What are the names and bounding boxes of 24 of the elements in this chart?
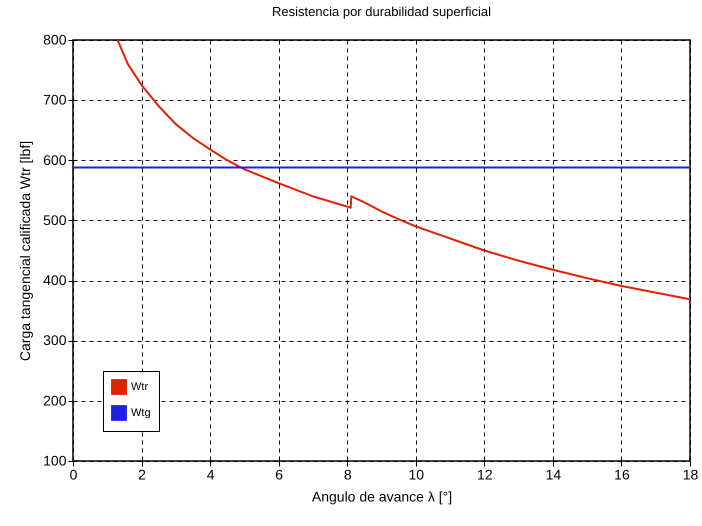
- y-tick-label: 400: [43, 272, 67, 288]
- x-tick-label: 14: [546, 466, 562, 482]
- chart-title: Resistencia por durabilidad superficial: [272, 4, 492, 19]
- y-axis-title: Carga tangencial calificada Wtr [lbf]: [17, 140, 34, 362]
- x-tick-label: 12: [477, 466, 493, 482]
- x-tick-label: 2: [138, 466, 146, 482]
- y-tick-label: 600: [43, 152, 67, 168]
- y-tick-label: 500: [43, 212, 67, 228]
- y-tick-label: 300: [43, 332, 67, 348]
- x-tick-label: 16: [614, 466, 630, 482]
- y-tick-label: 800: [43, 32, 67, 48]
- line-series: [116, 40, 690, 300]
- y-tick-label: 100: [43, 452, 67, 468]
- legend-label: Wtg: [131, 407, 151, 419]
- y-tick-label: 700: [43, 92, 67, 108]
- legend-label: Wtr: [131, 381, 148, 393]
- y-tick-label: 200: [43, 392, 67, 408]
- x-tick-label: 8: [344, 466, 352, 482]
- x-tick-label: 6: [275, 466, 284, 482]
- x-tick-label: 4: [206, 466, 215, 482]
- x-tick-label: 18: [682, 466, 698, 482]
- x-tick-label: 0: [70, 466, 78, 482]
- x-tick-label: 10: [408, 466, 424, 482]
- x-axis-title: Angulo de avance λ [°]: [312, 488, 452, 504]
